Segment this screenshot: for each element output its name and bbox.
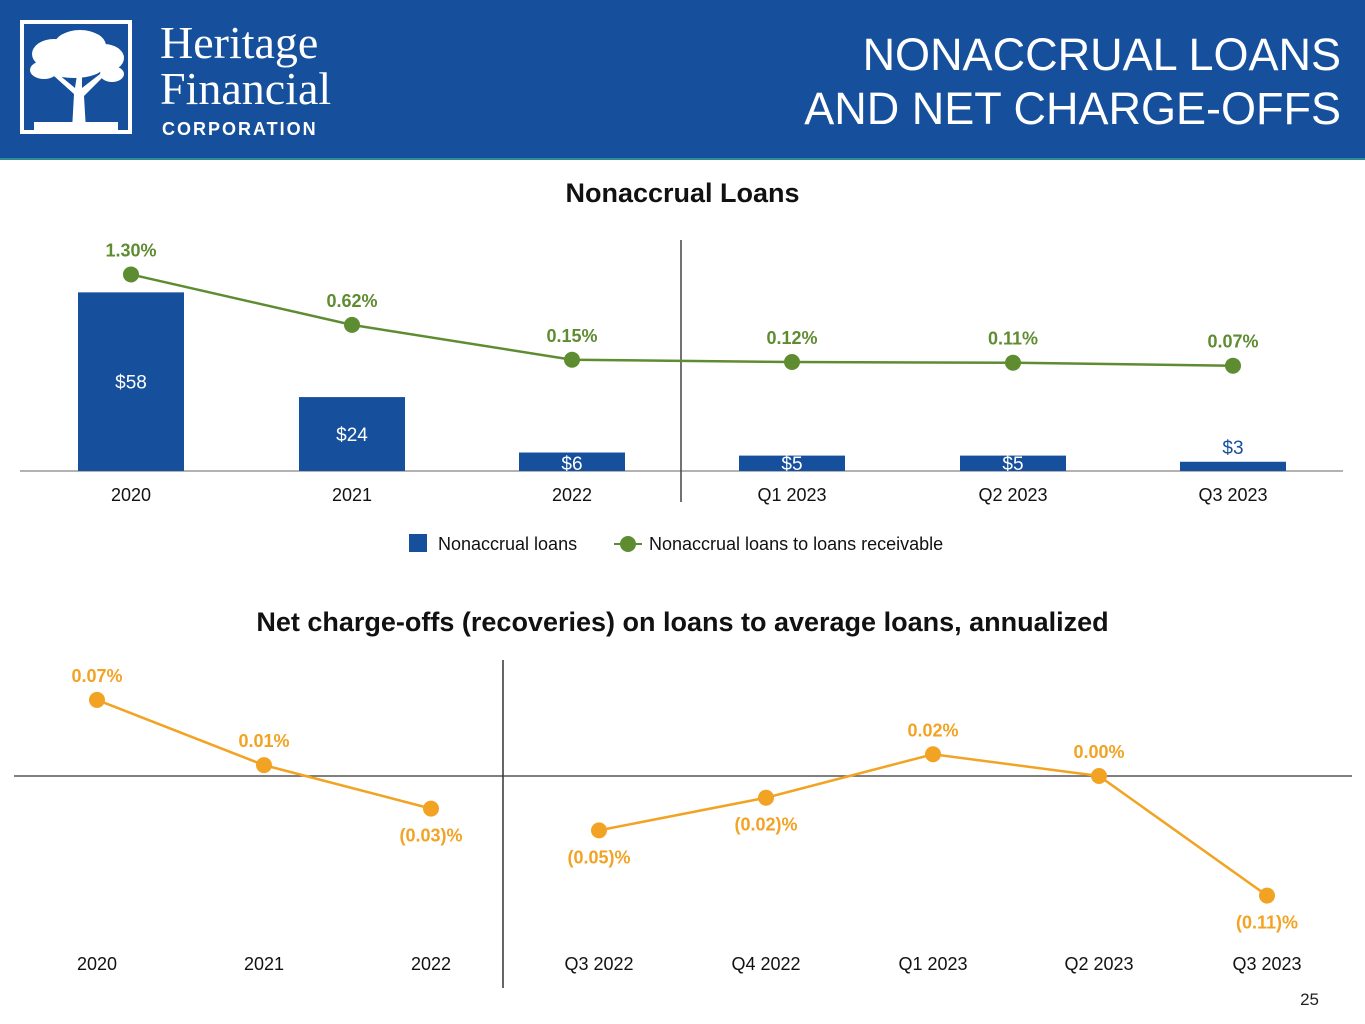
chargeoff-point — [591, 822, 607, 839]
x-tick-label: Q1 2023 — [898, 954, 967, 974]
ratio-value-label: 0.12% — [766, 328, 817, 348]
nonaccrual-bar — [960, 455, 1066, 471]
x-tick-label: Q3 2023 — [1198, 485, 1267, 505]
chargeoff-point — [758, 789, 774, 806]
ratio-value-label: 0.11% — [988, 329, 1038, 349]
bar-value-label: $6 — [561, 454, 582, 475]
bar-value-label: $5 — [1002, 454, 1023, 475]
legend-swatch-bars — [409, 534, 427, 552]
x-tick-label: Q3 2022 — [564, 954, 633, 974]
x-tick-label: 2020 — [77, 954, 117, 974]
chargeoff-value-label: (0.05)% — [567, 847, 630, 867]
chargeoff-value-label: (0.11)% — [1236, 913, 1298, 933]
legend-label-line: Nonaccrual loans to loans receivable — [649, 534, 943, 554]
chargeoff-point — [1259, 887, 1275, 904]
chargeoff-point — [1091, 768, 1107, 784]
x-tick-label: 2022 — [411, 954, 451, 974]
x-tick-label: 2022 — [552, 485, 592, 505]
chargeoff-value-label: 0.00% — [1073, 742, 1124, 762]
x-tick-label: Q2 2023 — [1064, 954, 1133, 974]
chargeoff-value-label: (0.03)% — [399, 826, 462, 846]
logo-frame — [20, 20, 132, 134]
bar-value-label: $3 — [1222, 438, 1243, 459]
page-number: 25 — [1300, 990, 1319, 1009]
bar-value-label: $5 — [781, 454, 802, 475]
chargeoff-point — [89, 691, 105, 708]
nonaccrual-bar — [1180, 461, 1286, 471]
company-name-line3: CORPORATION — [162, 119, 318, 139]
x-tick-label: Q3 2023 — [1232, 954, 1301, 974]
chargeoff-annual-line — [96, 698, 432, 810]
ratio-point — [1225, 357, 1241, 374]
ratio-value-label: 0.15% — [546, 326, 597, 346]
chargeoff-point — [423, 800, 439, 817]
chargeoff-value-label: 0.01% — [238, 731, 289, 751]
x-tick-label: 2021 — [332, 485, 372, 505]
legend-swatch-marker — [620, 536, 636, 552]
ratio-point — [784, 354, 800, 370]
nonaccrual-chart-title: Nonaccrual Loans — [565, 178, 800, 208]
slide-title: NONACCRUAL LOANS AND NET CHARGE-OFFS — [804, 28, 1341, 136]
bar-value-label: $58 — [115, 373, 147, 394]
nonaccrual-bar — [519, 452, 625, 471]
nonaccrual-bar — [739, 455, 845, 471]
legend-label-bars: Nonaccrual loans — [438, 534, 577, 554]
chargeoff-value-label: (0.02)% — [734, 815, 797, 835]
slide-title-line1: NONACCRUAL LOANS — [862, 29, 1341, 80]
slide-title-line2: AND NET CHARGE-OFFS — [804, 83, 1341, 134]
ratio-value-label: 1.30% — [105, 240, 156, 260]
ratio-point — [1005, 354, 1021, 371]
x-tick-label: 2020 — [111, 485, 151, 505]
chargeoff-point — [925, 746, 941, 763]
nonaccrual-bar — [299, 397, 405, 471]
chargeoff-chart-title: Net charge-offs (recoveries) on loans to… — [256, 607, 1109, 637]
ratio-point — [123, 266, 139, 283]
chargeoff-point — [256, 757, 272, 774]
company-name-line2: Financial — [160, 63, 332, 114]
ratio-point — [344, 316, 360, 333]
x-tick-label: Q2 2023 — [978, 485, 1047, 505]
chargeoff-value-label: 0.02% — [907, 720, 958, 740]
chargeoff-value-label: 0.07% — [71, 666, 122, 686]
bar-value-label: $24 — [336, 425, 368, 446]
x-tick-label: Q4 2022 — [731, 954, 800, 974]
x-tick-label: Q1 2023 — [757, 485, 826, 505]
ratio-point — [564, 351, 580, 368]
tree-icon — [30, 30, 124, 130]
ratio-series-line — [130, 273, 1234, 367]
slide-header: Heritage Financial CORPORATION NONACCRUA… — [0, 0, 1365, 160]
ratio-value-label: 0.62% — [326, 291, 377, 311]
nonaccrual-bar — [78, 292, 184, 471]
ratio-value-label: 0.07% — [1207, 332, 1258, 352]
company-name-line1: Heritage — [160, 17, 319, 68]
x-tick-label: 2021 — [244, 954, 284, 974]
